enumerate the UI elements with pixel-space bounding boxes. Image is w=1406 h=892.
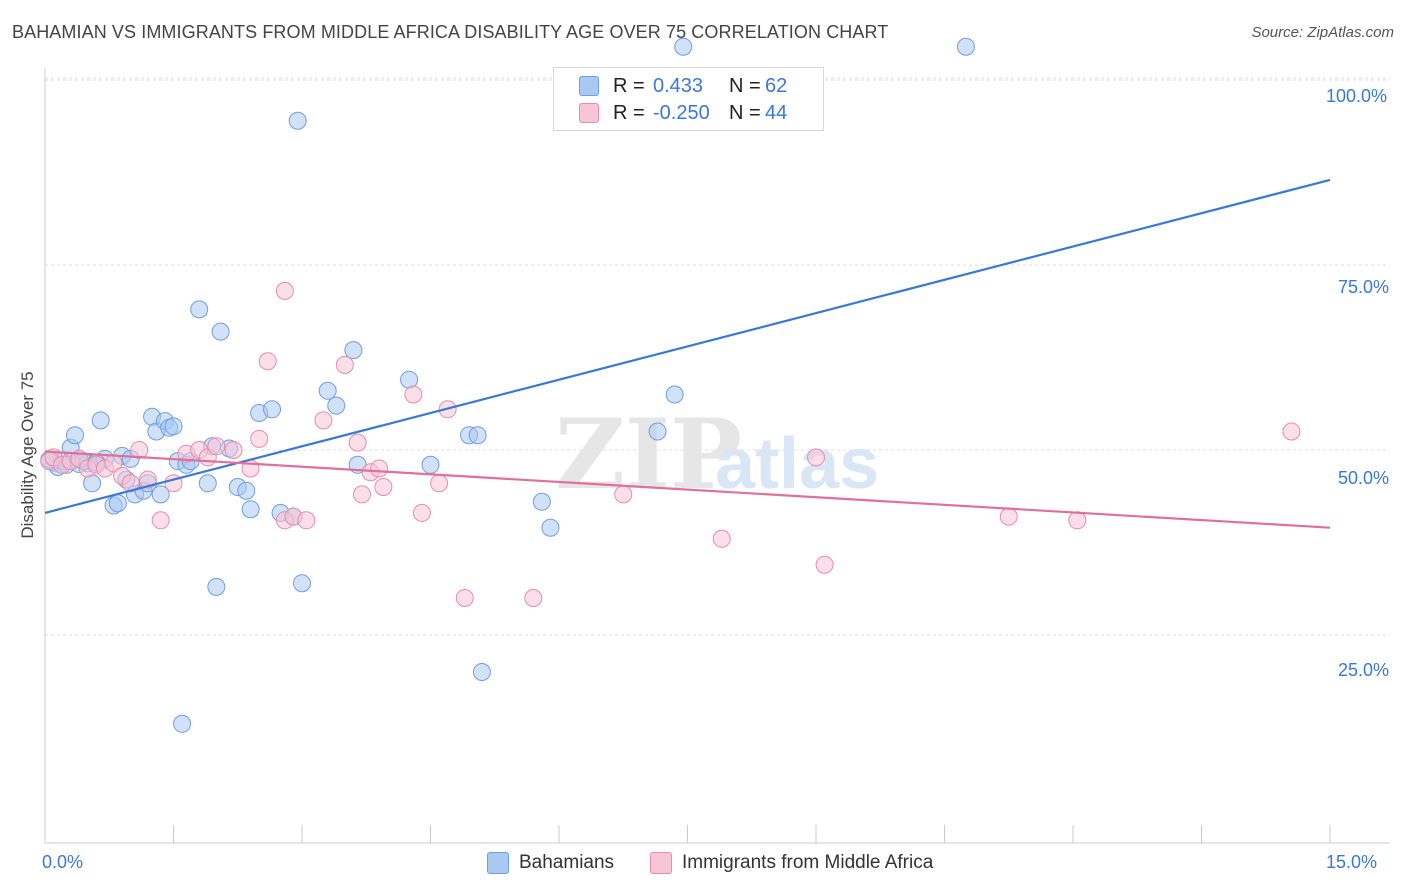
- bahamians-point-42: [288, 111, 307, 130]
- n-value: 44: [765, 101, 788, 124]
- bahamians-point-55: [648, 422, 667, 441]
- bahamians-point-48: [400, 370, 419, 389]
- bahamians-point-26: [173, 714, 192, 733]
- bahamians-point-44: [318, 381, 337, 400]
- watermark-zip: ZIP: [555, 398, 742, 511]
- x-tick-label-max: 15.0%: [1326, 852, 1378, 872]
- grid-lines: [45, 77, 1390, 636]
- middle-africa-point-45: [348, 433, 367, 452]
- bahamians-trend-line: [44, 178, 1331, 514]
- bahamians-point-8: [83, 474, 102, 493]
- bahamians-point-29: [190, 300, 209, 319]
- bahamians-point-49: [421, 455, 440, 474]
- middle-africa-point-44: [1282, 422, 1301, 441]
- middle-africa-point-25: [297, 511, 316, 530]
- bahamians-point-45: [327, 396, 346, 415]
- middle-africa-point-34: [430, 474, 449, 493]
- bottom-legend-label-middle-africa: Immigrants from Middle Africa: [682, 852, 934, 873]
- middle-africa-point-19: [224, 441, 243, 459]
- bahamians-point-12: [108, 494, 127, 513]
- y-axis-label: Disability Age Over 75: [18, 371, 37, 539]
- middle-africa-point-37: [524, 589, 543, 607]
- bahamians-point-46: [344, 341, 363, 360]
- middle-africa-point-27: [314, 411, 333, 430]
- middle-africa-point-38: [614, 485, 633, 504]
- watermark-atlas: atlas: [715, 424, 879, 504]
- bahamians-point-57: [674, 37, 693, 56]
- legend-row-middle-africa: R = -0.250 N = 44: [579, 100, 787, 126]
- middle-africa-point-18: [207, 437, 226, 456]
- middle-africa-point-22: [258, 352, 277, 371]
- middle-africa-point-11: [130, 441, 149, 459]
- bahamians-point-5: [65, 426, 84, 445]
- middle-africa-point-39: [712, 529, 731, 548]
- n-label: N =: [729, 101, 761, 124]
- legend-row-bahamians: R = 0.433 N = 62: [579, 73, 787, 99]
- trend-lines: [44, 178, 1331, 529]
- middle-africa-point-30: [370, 459, 389, 478]
- middle-africa-point-12: [138, 470, 157, 489]
- y-tick-label-75: 75.0%: [1338, 277, 1390, 297]
- r-label: R =: [613, 101, 645, 124]
- y-tick-label-25: 25.0%: [1338, 660, 1390, 680]
- middle-africa-point-32: [404, 385, 423, 404]
- r-label: R =: [613, 74, 645, 97]
- bahamians-point-32: [207, 577, 226, 596]
- middle-africa-point-28: [335, 355, 354, 374]
- n-value: 62: [765, 74, 788, 97]
- bahamians-point-37: [241, 500, 260, 519]
- bahamians-point-54: [541, 518, 560, 537]
- middle-africa-point-41: [815, 555, 834, 574]
- r-value: -0.250: [653, 101, 710, 124]
- y-tick-label-100: 100.0%: [1326, 86, 1388, 106]
- bahamians-point-21: [151, 485, 170, 504]
- bottom-legend-label-bahamians: Bahamians: [519, 852, 615, 873]
- middle-africa-point-31: [352, 485, 371, 504]
- bahamians-points: [40, 37, 975, 733]
- r-value: 0.433: [653, 74, 704, 97]
- bahamians-point-24: [164, 417, 183, 436]
- legend-swatch-blue: [579, 76, 599, 96]
- middle-africa-point-26: [275, 281, 294, 300]
- legend-swatch-pink: [579, 103, 599, 123]
- y-tick-label-50: 50.0%: [1338, 468, 1390, 488]
- middle-africa-point-43: [1068, 511, 1087, 530]
- bahamians-point-52: [472, 663, 491, 681]
- middle-africa-point-40: [807, 448, 825, 467]
- x-tick-label-min: 0.0%: [42, 852, 84, 872]
- bahamians-point-56: [665, 385, 684, 404]
- bahamians-point-39: [263, 400, 282, 419]
- bahamians-point-53: [532, 492, 551, 511]
- bahamians-point-51: [468, 426, 487, 445]
- bahamians-point-58: [956, 37, 975, 56]
- bottom-swatch-pink: [650, 852, 672, 874]
- middle-africa-point-42: [999, 507, 1018, 526]
- chart-title: BAHAMIAN VS IMMIGRANTS FROM MIDDLE AFRIC…: [12, 22, 889, 42]
- middle-africa-point-13: [151, 511, 170, 530]
- bahamians-point-36: [237, 481, 256, 500]
- middle-africa-point-46: [374, 478, 393, 496]
- bahamians-point-30: [198, 474, 217, 493]
- middle-africa-trend-line: [44, 450, 1331, 529]
- bottom-legend-middle-africa: Immigrants from Middle Africa: [650, 852, 933, 874]
- middle-africa-point-21: [250, 429, 269, 448]
- middle-africa-point-33: [412, 503, 431, 522]
- stats-legend: R = 0.433 N = 62 R = -0.250 N = 44: [553, 67, 824, 131]
- bottom-legend-bahamians: Bahamians: [487, 852, 614, 874]
- n-label: N =: [729, 74, 761, 97]
- bottom-swatch-blue: [487, 852, 509, 874]
- bahamians-point-9: [91, 411, 110, 430]
- middle-africa-points: [40, 281, 1301, 607]
- source-credit: Source: ZipAtlas.com: [1251, 24, 1394, 41]
- middle-africa-point-36: [455, 589, 474, 607]
- watermark: ZIP atlas: [555, 398, 879, 511]
- bahamians-point-33: [211, 322, 230, 341]
- bahamians-point-43: [293, 574, 311, 593]
